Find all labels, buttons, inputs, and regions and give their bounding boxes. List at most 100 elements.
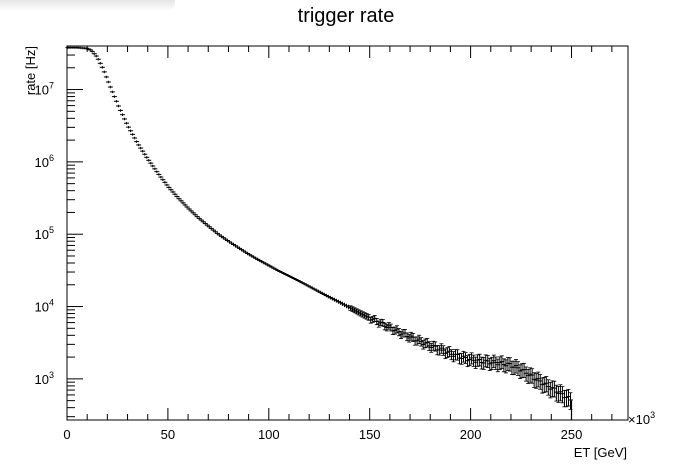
y-tick-label: 103 (35, 370, 54, 387)
data-point (164, 183, 170, 187)
data-point (206, 225, 212, 229)
data-point (168, 188, 174, 191)
data-point (103, 75, 109, 79)
data-point (128, 129, 134, 133)
x-tick-label: 0 (63, 427, 70, 442)
data-point (124, 121, 130, 125)
data-point (459, 353, 465, 365)
x-axis-tick-labels: 0 50 100 150 200 250 (63, 427, 582, 442)
x-tick-label: 50 (161, 427, 175, 442)
data-point (136, 143, 142, 147)
rate-series (65, 46, 573, 420)
x-tick-label: 250 (561, 427, 583, 442)
data-point (126, 125, 132, 129)
data-point (132, 136, 138, 140)
data-point (113, 100, 119, 103)
data-point (200, 220, 206, 224)
data-point (204, 223, 210, 227)
x-tick-label: 100 (258, 427, 280, 442)
data-point (184, 205, 190, 209)
data-point (192, 213, 198, 216)
data-point (523, 366, 529, 382)
data-point (444, 347, 450, 358)
y-axis-ticks (67, 45, 83, 418)
data-point (481, 357, 487, 370)
data-point (105, 80, 111, 84)
data-point (214, 232, 220, 235)
data-point (202, 222, 208, 225)
data-point (87, 48, 93, 52)
data-point (194, 215, 200, 218)
data-point (130, 133, 136, 136)
data-point (93, 54, 99, 58)
data-point (156, 173, 162, 176)
x-tick-label: 200 (460, 427, 482, 442)
data-point (119, 113, 125, 116)
data-point (382, 322, 388, 331)
data-point (535, 371, 541, 388)
data-point (485, 355, 491, 368)
data-point (487, 357, 493, 371)
data-point (356, 309, 362, 316)
data-point (521, 362, 527, 378)
data-point (146, 159, 152, 162)
data-point (186, 207, 192, 211)
data-point (190, 211, 196, 215)
data-point (218, 235, 224, 238)
data-point (144, 156, 150, 159)
data-point (176, 197, 182, 200)
data-point (511, 360, 517, 376)
data-point (134, 140, 140, 143)
x-axis-multiplier: ×103 (628, 410, 655, 427)
x-multiplier-exponent: 3 (650, 410, 655, 420)
data-point (196, 217, 202, 220)
data-point (140, 149, 146, 153)
data-point (166, 186, 172, 189)
y-axis-tick-labels: 103 104 105 106 107 (35, 81, 54, 387)
data-point (174, 195, 180, 198)
data-point (414, 336, 420, 346)
data-point (208, 227, 214, 230)
data-point (348, 305, 354, 311)
y-tick-label: 104 (35, 298, 54, 315)
data-point (158, 175, 164, 179)
y-axis-label: rate [Hz] (23, 46, 38, 95)
data-point (148, 161, 154, 165)
data-point (170, 190, 176, 194)
chart-title: trigger rate (298, 5, 395, 27)
data-point (99, 66, 105, 69)
data-point (101, 70, 107, 74)
data-point (150, 164, 156, 168)
x-axis-ticks (66, 46, 613, 420)
data-point (220, 236, 226, 239)
data-point (160, 178, 166, 181)
data-point (210, 228, 216, 232)
data-point (109, 90, 115, 94)
data-point (448, 349, 454, 361)
data-point (178, 199, 184, 203)
data-point (188, 209, 194, 213)
data-point (180, 201, 186, 205)
data-point (152, 167, 158, 171)
data-point (172, 193, 178, 196)
data-point (122, 117, 128, 121)
data-point (555, 386, 561, 403)
data-point (222, 237, 228, 241)
data-point (117, 109, 123, 112)
data-point (138, 146, 144, 150)
x-tick-label: 150 (359, 427, 381, 442)
data-point (182, 203, 188, 207)
data-point (111, 95, 117, 98)
data-point (89, 50, 95, 53)
corner-shadow (0, 0, 175, 11)
data-point (142, 153, 148, 156)
data-point (408, 331, 414, 341)
x-axis-label: ET [GeV] (574, 445, 627, 460)
x-multiplier-base: ×10 (628, 412, 650, 427)
data-point (162, 181, 168, 184)
data-point (549, 380, 555, 397)
y-tick-label: 105 (35, 225, 54, 242)
data-point (216, 233, 222, 237)
data-point (212, 230, 218, 234)
